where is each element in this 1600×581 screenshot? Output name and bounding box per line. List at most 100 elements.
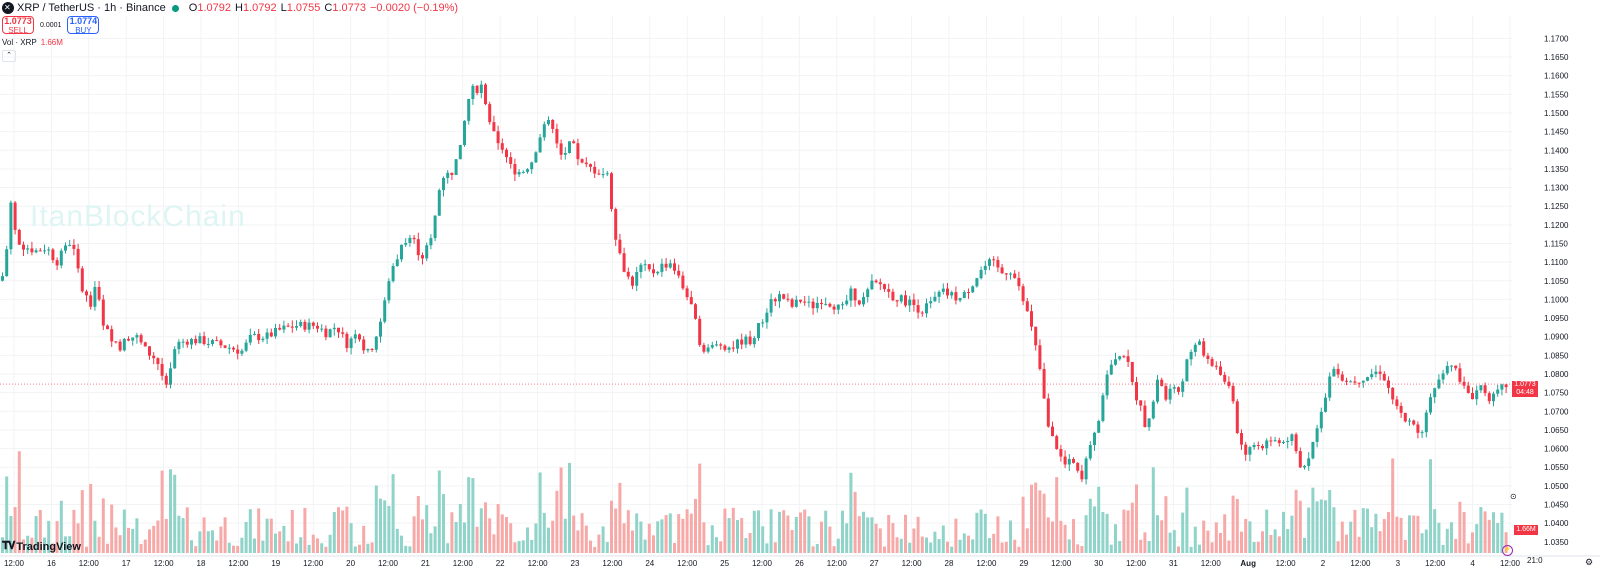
candle-body (1315, 428, 1319, 442)
x-tick-label: 30 (1094, 559, 1103, 568)
volume-bar (870, 517, 874, 553)
volume-bar (736, 520, 739, 553)
candle-body (261, 338, 265, 341)
volume-bar (853, 491, 857, 553)
candle-body (1109, 364, 1113, 375)
volume-bar (744, 538, 748, 553)
volume-bar (1076, 544, 1080, 553)
candle-body (937, 291, 941, 297)
candle-body (677, 270, 681, 276)
volume-bar (1290, 515, 1294, 553)
volume-bar (1042, 493, 1046, 553)
volume-bar (278, 531, 282, 553)
volume-bar (925, 537, 928, 553)
volume-bar (1273, 529, 1277, 553)
volume-bar (1324, 500, 1327, 553)
volume-bar (332, 512, 336, 553)
volume-bar (517, 541, 521, 553)
volume-bar (1307, 507, 1311, 553)
volume-bar (1130, 502, 1134, 553)
volume-bar (1080, 546, 1084, 553)
x-tick-label: 20 (346, 559, 355, 568)
volume-bar (1294, 489, 1298, 553)
volume-bar (404, 545, 408, 553)
volume-bar (148, 529, 151, 553)
x-tick-label: 12:00 (1051, 559, 1072, 568)
y-tick-label: 1.1450 (1544, 128, 1569, 137)
candle-body (1013, 273, 1017, 278)
sell-button[interactable]: 1.0773 SELL (2, 16, 34, 35)
candle-body (647, 264, 651, 270)
candle-body (1034, 326, 1038, 346)
volume-bar (282, 525, 286, 553)
candle-body (895, 300, 899, 302)
sell-price: 1.0773 (4, 16, 32, 26)
volume-bar (677, 514, 681, 553)
candle-body (400, 244, 403, 260)
candle-body (891, 291, 895, 301)
volume-bar (1420, 533, 1424, 553)
high-label: H (235, 2, 243, 14)
volume-legend[interactable]: Vol · XRP 1.66M (2, 38, 63, 47)
tradingview-logo[interactable]: 𝐓𝐕 TradingView (2, 540, 81, 553)
candle-body (1424, 412, 1428, 433)
candle-body (1219, 366, 1222, 375)
candle-body (64, 245, 67, 251)
buy-button[interactable]: 1.0774 BUY (67, 16, 100, 35)
x-tick-label: 27 (870, 559, 879, 568)
volume-bar (198, 531, 202, 553)
reset-scale-icon[interactable]: ⊙ (1510, 492, 1517, 501)
volume-bar (1282, 511, 1285, 553)
candle-body (248, 334, 252, 343)
collapse-legend-button[interactable]: ⌃ (2, 50, 16, 62)
x-tick-label: 12:00 (79, 559, 100, 568)
volume-bar (622, 523, 626, 553)
candle-body (912, 299, 916, 306)
volume-bar (97, 536, 101, 553)
candle-body (412, 237, 416, 240)
candle-body (723, 345, 727, 350)
candle-body (967, 292, 970, 294)
volume-bar (412, 516, 416, 553)
open-label: O (188, 2, 198, 14)
volume-bar (55, 521, 59, 553)
volume-bar (891, 523, 895, 553)
candle-body (874, 280, 878, 283)
volume-bar (328, 534, 332, 553)
candle-body (971, 286, 975, 293)
candle-body (1004, 273, 1008, 275)
symbol-title[interactable]: XRP / TetherUS · 1h · Binance (17, 2, 166, 14)
candle-body (1479, 385, 1483, 391)
alert-bolt-icon[interactable]: ⚡ (1502, 545, 1513, 556)
timezone-label[interactable]: 21:0 (1527, 556, 1543, 565)
candle-body (362, 339, 366, 351)
volume-bar (1504, 532, 1508, 553)
volume-bar (47, 520, 51, 553)
candle-body (1248, 447, 1252, 455)
candle-body (118, 341, 122, 351)
y-tick-label: 1.0850 (1544, 351, 1569, 360)
candle-body (244, 342, 248, 351)
volume-bar (664, 515, 668, 553)
candle-body (618, 239, 622, 254)
volume-bar (1151, 467, 1155, 553)
candle-body (1332, 368, 1336, 377)
candle-body (139, 335, 143, 343)
candle-body (274, 327, 277, 337)
volume-bar (1135, 484, 1138, 553)
candle-body (1370, 374, 1374, 378)
volume-bar (1382, 519, 1386, 553)
y-tick-label: 1.0800 (1544, 370, 1569, 379)
candle-body (1336, 368, 1340, 375)
candle-body (253, 333, 256, 335)
candle-body (1030, 311, 1033, 327)
x-tick-label: 12:00 (827, 559, 848, 568)
volume-bar (908, 542, 912, 553)
candle-body (278, 327, 282, 330)
candle-body (509, 157, 513, 164)
candle-body (282, 325, 286, 330)
x-tick-label: 12:00 (976, 559, 997, 568)
gear-icon[interactable]: ⚙ (1585, 557, 1594, 567)
candle-body (715, 344, 718, 346)
